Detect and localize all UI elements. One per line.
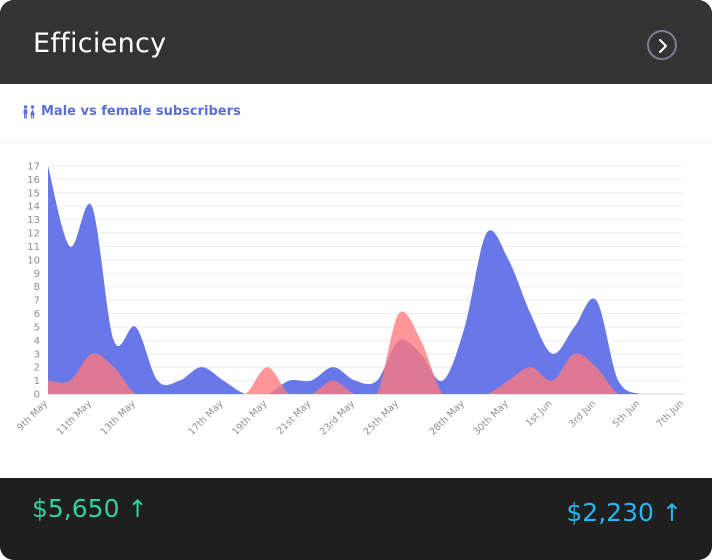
x-tick-label: 23rd May	[318, 398, 358, 438]
y-tick-label: 1	[34, 376, 40, 387]
x-tick-label: 13th May	[99, 398, 139, 438]
y-tick-label: 12	[27, 229, 40, 240]
y-tick-label: 2	[34, 363, 40, 374]
chevron-right-icon	[659, 39, 667, 53]
card-header: Efficiency	[0, 0, 712, 84]
x-tick-label: 7th Jun	[655, 398, 687, 430]
series-area-0	[48, 166, 684, 394]
y-tick-label: 4	[34, 336, 40, 347]
chart-panel: Male vs female subscribers 0 1 2 3 4 5 6 7 8 9 10 1…	[0, 84, 712, 478]
y-tick-label: 6	[34, 309, 40, 320]
x-tick-label: 9th May	[15, 398, 50, 433]
y-tick-label: 3	[34, 349, 40, 360]
x-tick-label: 1st Jun	[524, 398, 555, 429]
x-tick-label: 28th May	[428, 398, 468, 438]
metric-left-value: $5,650	[32, 494, 120, 523]
y-tick-label: 17	[27, 162, 40, 173]
arrow-up-icon: ↑	[127, 494, 148, 523]
next-button[interactable]	[647, 30, 677, 60]
card-footer: $5,650 ↑ $2,230 ↑	[0, 478, 712, 560]
x-tick-label: 30th May	[471, 398, 511, 438]
y-tick-label: 8	[34, 282, 40, 293]
series-area-1	[48, 311, 684, 394]
y-tick-label: 16	[27, 175, 40, 186]
x-tick-label: 3rd Jun	[567, 398, 599, 430]
metric-right-value: $2,230	[566, 498, 654, 527]
metric-right: $2,230 ↑	[566, 498, 682, 527]
x-tick-label: 25th May	[362, 398, 402, 438]
y-tick-label: 11	[27, 242, 40, 253]
x-tick-label: 19th May	[230, 398, 270, 438]
y-tick-label: 14	[27, 202, 40, 213]
chart-subtitle: Male vs female subscribers	[22, 104, 241, 119]
chart-subtitle-text: Male vs female subscribers	[41, 104, 241, 119]
y-tick-label: 9	[34, 269, 40, 280]
y-tick-label: 7	[34, 296, 40, 307]
x-tick-label: 17th May	[186, 398, 226, 438]
y-tick-label: 15	[27, 188, 40, 199]
x-tick-label: 5th Jun	[611, 398, 643, 430]
y-tick-label: 0	[34, 390, 40, 401]
metric-left: $5,650 ↑	[32, 494, 148, 523]
card-title: Efficiency	[33, 28, 167, 59]
arrow-up-icon: ↑	[661, 498, 682, 527]
chart-panel-header: Male vs female subscribers	[0, 84, 712, 143]
y-tick-label: 13	[27, 215, 40, 226]
x-tick-label: 11th May	[55, 398, 95, 438]
x-tick-label: 21st May	[275, 398, 314, 437]
male-female-icon	[23, 104, 35, 118]
y-tick-label: 10	[27, 255, 40, 266]
y-tick-label: 5	[34, 322, 40, 333]
